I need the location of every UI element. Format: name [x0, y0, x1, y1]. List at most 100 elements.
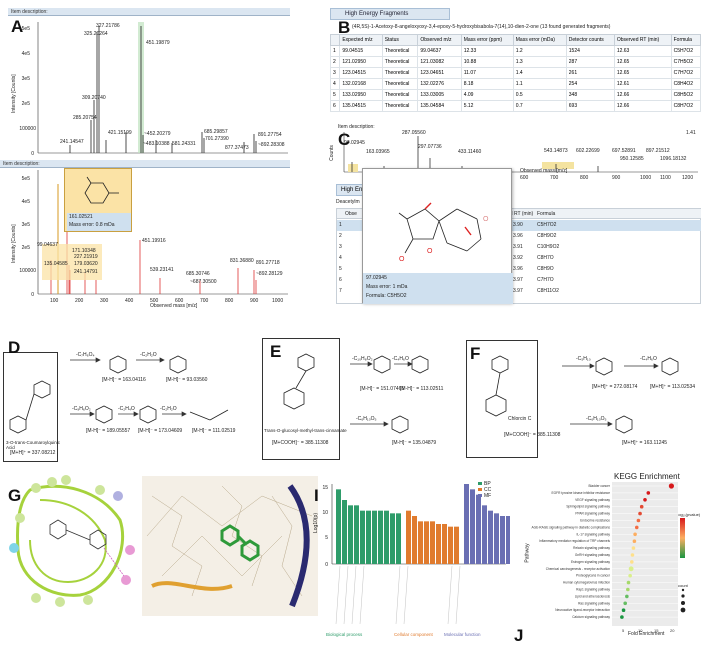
svg-text:100: 100 [50, 298, 59, 304]
i-tick: 0 [325, 562, 328, 568]
peak-label: ~452.20279 [144, 131, 171, 137]
svg-text:500: 500 [150, 298, 159, 304]
c-peak-label: 950.12585 [620, 156, 644, 162]
d-mass: [M-H]⁻ = 93.03560 [166, 377, 208, 383]
panel-a2-header: Item description: [0, 160, 290, 168]
svg-text:5e5: 5e5 [22, 26, 31, 32]
col-expected[interactable]: Expected m/z [339, 34, 383, 46]
c-tick: 1100 [660, 175, 671, 181]
svg-text:5e5: 5e5 [22, 176, 31, 182]
kegg-dot [633, 532, 637, 537]
col-rt[interactable]: Observed RT (min) [613, 34, 672, 46]
c-row-rt: 3.92 [513, 255, 523, 261]
c-row-idx: 2 [339, 233, 342, 239]
svg-text:900: 900 [250, 298, 259, 304]
svg-text:2e5: 2e5 [22, 101, 31, 107]
peak-label: 539.23141 [150, 267, 174, 273]
kegg-pathway-label: Bladder cancer [589, 484, 611, 488]
f-mass: [M+H]⁺ = 113.02534 [650, 384, 696, 390]
table-row[interactable]: 4 132.02168 Theoretical 132.02276 8.18 1.1 254… [329, 78, 701, 90]
go-bar-bp [366, 510, 371, 564]
peak-label: 451.19916 [142, 238, 166, 244]
peak-label: 135.04585 [44, 261, 68, 267]
kegg-pathway-label: GnRH signaling pathway [575, 553, 610, 557]
table-row[interactable]: 3 123.04515 Theoretical 123.04651 11.07 1.4 26… [329, 67, 701, 79]
kegg-pathway-label: Proteoglycans in cancer [576, 574, 611, 578]
i-tick: 10 [322, 510, 328, 516]
svg-text:300: 300 [100, 298, 109, 304]
c-tick: 1000 [640, 175, 651, 181]
peak-label: 241.14791 [74, 269, 98, 275]
c-peak-label: 897.21512 [646, 148, 670, 154]
kegg-pathway-label: EGFR tyrosine kinase inhibitor resistanc… [552, 491, 611, 495]
d-parent: [M+H]⁺ = 337.08212 [10, 450, 56, 456]
svg-text:O: O [483, 216, 489, 223]
col-formula[interactable]: Formula [670, 34, 701, 46]
panel-a2: Item description: 5e5 4e5 3e5 2e5 [0, 160, 290, 310]
c-row-rt: 3.97 [513, 277, 523, 283]
panel-a-letter: A [11, 17, 24, 36]
table-row[interactable]: 1 99.04515 Theoretical 99.04637 12.33 1.2 1524… [329, 45, 701, 57]
fragments-table: Expected m/z Status Observed m/z Mass er… [329, 34, 701, 112]
col-observed[interactable]: Observed m/z [417, 34, 462, 46]
e-compound: Trans-O-glucosyl-methyl-trans-cinnamate [264, 428, 347, 433]
go-bar-cc [448, 526, 453, 564]
panel-c-spectrum: 600 700 800 900 1000 1100 1200 [343, 132, 698, 181]
peak-label: 309.20740 [82, 95, 106, 101]
j-legend-count: count [678, 583, 688, 588]
panel-h-docking-view [142, 476, 318, 616]
c-col-obs[interactable]: Obse [345, 211, 357, 217]
col-error-mda[interactable]: Mass error (mDa) [512, 34, 567, 46]
go-bar-bp [336, 489, 341, 564]
svg-text:4e5: 4e5 [22, 199, 31, 205]
structure-popup-c[interactable]: O O O 97.02945 Mass error: 1 mDa Formula… [362, 168, 513, 304]
c-row-selected[interactable] [337, 220, 701, 231]
go-bar-cc [454, 526, 459, 564]
peak-label: 227.21919 [74, 254, 98, 260]
kegg-dot [628, 573, 632, 578]
i-legend-bp: BP [484, 481, 491, 487]
peak-label: 581.24331 [172, 141, 196, 147]
panel-f-box [466, 340, 538, 458]
svg-text:2e5: 2e5 [22, 245, 31, 251]
kegg-dot [623, 601, 627, 606]
table-row[interactable]: 6 135.04515 Theoretical 135.04584 5.12 0.7 693… [329, 100, 701, 112]
peak-label: 451.19879 [146, 40, 170, 46]
kegg-dot [626, 587, 630, 592]
panel-a2-x-label: Observed mass [m/z] [150, 303, 198, 309]
c-row-f: C8H9O [537, 266, 554, 272]
svg-text:800: 800 [225, 298, 234, 304]
go-bar-bp [384, 510, 389, 564]
d-mass: [M-H]⁻ = 189.05557 [86, 428, 131, 434]
c-col-formula[interactable]: Formula [537, 211, 556, 217]
col-detector[interactable]: Detector counts [565, 34, 615, 46]
tab-high-energy[interactable]: High Energy Fragments [330, 8, 450, 20]
panel-a-header: Item description: [8, 8, 290, 16]
col-status[interactable]: Status [381, 34, 419, 46]
peak-label: 421.15199 [108, 130, 132, 136]
peak-label: ~483.10388 [143, 141, 170, 147]
go-bar-bp [390, 513, 395, 564]
kegg-dot [634, 525, 639, 530]
col-index[interactable] [329, 34, 341, 46]
peak-label: 171.10348 [72, 248, 96, 254]
kegg-dot [643, 498, 647, 502]
c-row-rt: 3.97 [513, 288, 523, 294]
table-row[interactable]: 2 121.02950 Theoretical 121.03082 10.88 1.3 28… [329, 56, 701, 68]
svg-text:0: 0 [31, 151, 34, 157]
c-col-rt[interactable]: ed RT (min) [507, 211, 534, 217]
molecule-icon [84, 176, 119, 204]
d-compound: 3-O-trans-Coumaroylquinic Acid [6, 440, 61, 450]
structure-popup[interactable]: 161.02521 Mass error: 0.8 mDa [64, 168, 132, 232]
col-error-ppm[interactable]: Mass error (ppm) [460, 34, 514, 46]
c-row-rt: 3.96 [513, 266, 523, 272]
panel-e-scheme [283, 353, 429, 434]
go-bar-cc [418, 521, 423, 564]
c-row-f: C8H7O [537, 255, 554, 261]
kegg-pathway-label: Chemical carcinogenesis - receptor activ… [546, 567, 611, 571]
go-bar-cc [412, 516, 417, 564]
panel-a: Item description: A 5e5 4e5 3e5 [0, 0, 290, 160]
table-row[interactable]: 5 133.02950 Theoretical 133.03005 4.09 0.5 348… [329, 89, 701, 101]
svg-text:O: O [427, 248, 433, 255]
go-bar-bp [348, 505, 353, 564]
